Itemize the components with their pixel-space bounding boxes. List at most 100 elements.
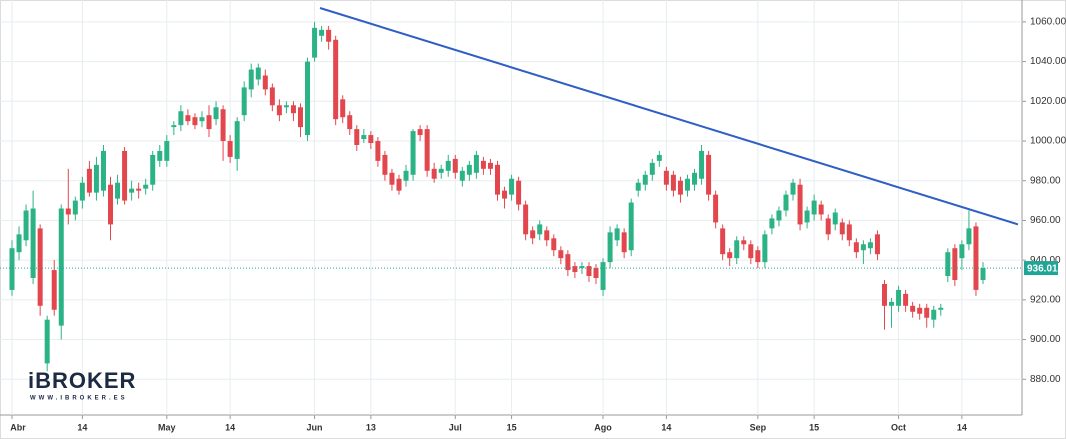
candle-body [86, 168, 92, 193]
y-tick-label: 920.00 [1030, 294, 1061, 305]
candle-body [340, 99, 346, 118]
candle-body [502, 190, 508, 199]
candle-body [537, 224, 543, 235]
candle-body [656, 154, 662, 161]
candle-body [896, 289, 902, 306]
candle-body [699, 150, 705, 179]
x-tick-label: Jun [307, 422, 323, 432]
candle-body [262, 75, 268, 90]
candle-body [9, 248, 15, 290]
candle-body [396, 178, 402, 191]
candle-body [790, 182, 796, 195]
candle-body [248, 69, 254, 90]
candle-body [663, 170, 669, 185]
candle-body [23, 210, 29, 241]
candle-body [51, 270, 57, 310]
candle-body [635, 182, 641, 191]
candle-body [234, 121, 240, 159]
candle-body [903, 293, 909, 306]
candle-body [804, 210, 810, 223]
candle-body [192, 117, 198, 126]
overlay: 936.01 [0, 7, 1058, 276]
candle-body [860, 244, 866, 251]
x-tick-label: 13 [366, 422, 376, 432]
candle-body [839, 222, 845, 235]
candle-body [720, 228, 726, 255]
candle-body [579, 266, 585, 269]
candle-body [283, 105, 289, 108]
x-tick-label: Oct [891, 422, 906, 432]
x-tick-label: Abr [10, 422, 26, 432]
candle-body [354, 129, 360, 145]
candle-body [319, 29, 325, 36]
candle-body [846, 224, 852, 241]
candle-body [143, 184, 149, 189]
last-price-label: 936.01 [1027, 264, 1058, 275]
candle-body [487, 162, 493, 169]
y-tick-label: 1060.00 [1030, 17, 1066, 28]
candle-body [129, 188, 135, 193]
candle-body [290, 105, 296, 114]
candle-body [853, 242, 859, 253]
y-tick-label: 1020.00 [1030, 96, 1066, 107]
candle-body [586, 266, 592, 277]
y-tick-label: 1000.00 [1030, 136, 1066, 147]
candle-body [706, 154, 712, 195]
trend-line [319, 7, 1019, 226]
candle-body [108, 184, 114, 225]
candle-body [347, 115, 353, 130]
candle-body [670, 174, 676, 191]
candle-body [734, 240, 740, 259]
candle-body [966, 228, 972, 245]
candle-body [58, 208, 64, 326]
candle-body [473, 154, 479, 173]
candle-body [818, 204, 824, 215]
candle-body [115, 182, 121, 199]
candle-body [382, 154, 388, 175]
candle-body [881, 283, 887, 306]
candle-body [692, 172, 698, 185]
candle-body [368, 135, 374, 144]
candle-body [199, 117, 205, 122]
candle-body [530, 230, 536, 239]
y-tick-label: 880.00 [1030, 374, 1061, 385]
candle-body [565, 254, 571, 271]
candle-body [783, 194, 789, 211]
candle-body [185, 115, 191, 122]
candle-body [572, 266, 578, 273]
candle-body [438, 168, 444, 173]
candle-body [797, 184, 803, 225]
x-tick-label: Ago [594, 422, 612, 432]
candle-body [600, 262, 606, 290]
candle-body [495, 164, 500, 195]
candle-body [959, 244, 965, 259]
candle-body [931, 309, 937, 320]
candle-body [917, 307, 923, 314]
x-tick-label: 14 [225, 422, 235, 432]
watermark-subtitle: WWW.IBROKER.ES [30, 396, 128, 402]
candle-body [37, 228, 43, 306]
candle-body [452, 158, 458, 173]
candle-body [649, 162, 655, 175]
candle-body [30, 208, 36, 279]
candle-body [713, 194, 719, 223]
candle-body [973, 226, 979, 290]
candle-body [593, 268, 599, 279]
candle-body [769, 218, 775, 229]
candle-body [509, 178, 515, 195]
candle-body [206, 115, 212, 130]
candle-body [874, 234, 880, 255]
candle-body [305, 61, 311, 136]
candle-body [523, 204, 529, 235]
x-tick-label: May [158, 422, 176, 432]
x-tick-label: 14 [661, 422, 671, 432]
candle-body [544, 230, 550, 241]
candle-body [980, 268, 986, 280]
candle-body [72, 200, 78, 215]
candle-body [431, 168, 437, 179]
candle-body [65, 208, 71, 215]
x-tick-label: 15 [507, 422, 517, 432]
candle-body [164, 141, 170, 161]
x-tick-label: 14 [957, 422, 967, 432]
